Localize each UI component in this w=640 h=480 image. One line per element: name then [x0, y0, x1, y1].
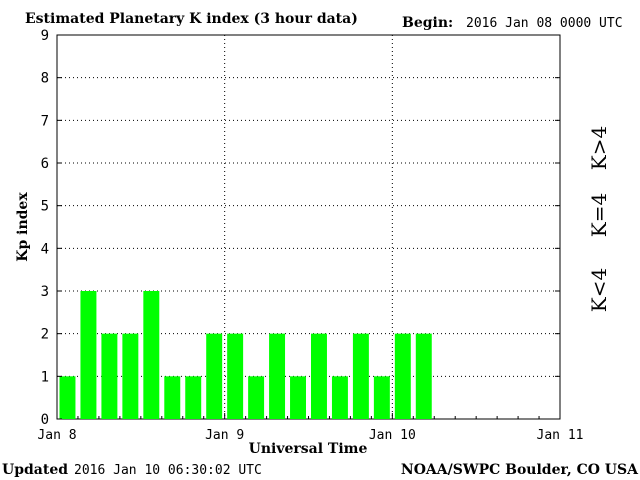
kp-bar [227, 333, 244, 419]
bars [59, 291, 432, 419]
kp-bar [80, 291, 97, 419]
y-tick-label: 7 [41, 113, 49, 129]
x-axis-label: Universal Time [249, 441, 368, 457]
kp-bar [373, 376, 390, 419]
y-tick-label: 1 [41, 369, 49, 385]
begin-label: Begin: [402, 15, 453, 31]
kp-bar [352, 333, 369, 419]
kp-bar [185, 376, 202, 419]
y-axis-label: Kp index [15, 192, 31, 262]
y-tick-label: 4 [41, 241, 49, 257]
updated-value: 2016 Jan 10 06:30:02 UTC [74, 463, 262, 478]
x-tick-label: Jan 8 [37, 428, 76, 443]
y-tick-label: 6 [41, 156, 49, 172]
kp-bar [59, 376, 76, 419]
kp-bar [143, 291, 160, 419]
kp-bar [331, 376, 348, 419]
kp-bar [206, 333, 223, 419]
kp-bar [122, 333, 139, 419]
x-tick-label: Jan 10 [369, 428, 416, 443]
begin-value: 2016 Jan 08 0000 UTC [466, 16, 623, 31]
kp-bar [101, 333, 118, 419]
y-tick-label: 2 [41, 327, 49, 343]
chart-title: Estimated Planetary K index (3 hour data… [25, 11, 358, 27]
kp-bar [415, 333, 432, 419]
x-axis-ticks: Jan 8 Jan 9 Jan 10 Jan 11 [37, 413, 583, 443]
kp-bar [269, 333, 286, 419]
x-tick-label: Jan 9 [205, 428, 244, 443]
legend-k-greater-4: K>4 [587, 126, 611, 170]
legend-k-equal-4: K=4 [587, 193, 611, 237]
y-tick-label: 8 [41, 71, 49, 87]
kp-bar [290, 376, 306, 419]
y-tick-label: 3 [41, 284, 49, 300]
x-tick-label: Jan 11 [537, 428, 584, 443]
y-tick-label: 0 [41, 412, 49, 428]
y-tick-label: 9 [41, 28, 49, 44]
y-tick-label: 5 [41, 199, 49, 215]
credit: NOAA/SWPC Boulder, CO USA [401, 462, 639, 478]
legend-k-less-4: K<4 [587, 268, 611, 312]
updated-label: Updated [2, 462, 68, 478]
kp-bar [394, 333, 411, 419]
kp-bar [164, 376, 181, 419]
kp-bar [311, 333, 327, 419]
kp-bar [248, 376, 265, 419]
y-axis-ticks: 0 1 2 3 4 5 6 7 8 9 [41, 28, 560, 428]
grid-lines [57, 35, 560, 419]
